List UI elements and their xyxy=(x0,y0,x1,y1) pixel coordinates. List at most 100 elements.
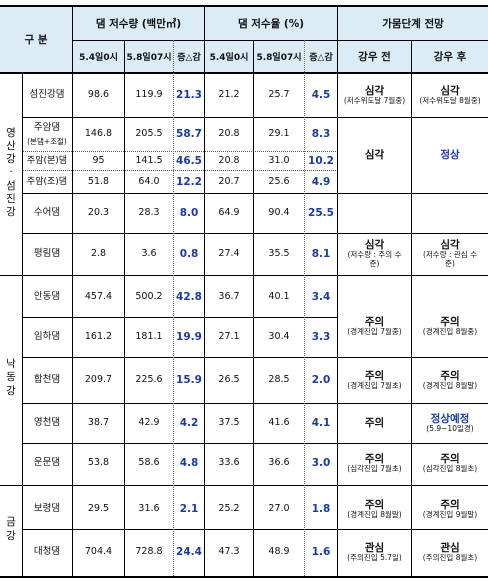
table-cell: 146.8 xyxy=(84,128,113,140)
col-divider xyxy=(337,5,338,576)
dam-name: 임하댐 xyxy=(33,331,61,343)
table-cell: 37.5 xyxy=(218,416,240,428)
outlook-note: (저수량 : 관심 수준) xyxy=(422,250,477,269)
table-cell: 1.6 xyxy=(311,545,331,558)
outlook-level: 주의 xyxy=(364,498,385,511)
dam-name: 보령댐 xyxy=(33,502,61,514)
outlook-level: 심각 xyxy=(440,84,460,97)
region-divider xyxy=(0,275,488,276)
table-cell: 3.3 xyxy=(311,331,331,344)
outlook-level: 관심 xyxy=(364,541,385,554)
outlook-note: (경계진입 7월초) xyxy=(347,380,402,390)
dam-name: 수어댐 xyxy=(33,207,61,219)
table-cell: 704.4 xyxy=(84,545,113,557)
table-cell: 209.7 xyxy=(84,373,113,385)
region-yeongsan-seomjin: 영 산 강 · 섬 진 강 xyxy=(6,127,16,218)
table-cell: 500.2 xyxy=(135,291,163,303)
outlook-hapcheon-before: 주의 (경계진입 7월초) xyxy=(338,357,411,403)
table-cell: 10.2 xyxy=(308,154,334,167)
table-cell: 25.5 xyxy=(308,207,334,220)
header-col-before-rain: 강우 전 xyxy=(338,41,411,72)
table-cell: 25.2 xyxy=(218,502,240,514)
col-divider xyxy=(253,40,254,576)
table-cell: 42.9 xyxy=(138,416,160,428)
table-cell: 2.8 xyxy=(90,248,107,260)
table-cell: 12.2 xyxy=(176,175,202,188)
header-storage-group: 댐 저수량 (백만㎥) xyxy=(73,6,204,40)
table-cell: 51.8 xyxy=(87,175,110,187)
table-cell: 27.4 xyxy=(218,248,240,260)
outlook-note: (심각진입 8월초) xyxy=(422,463,478,473)
header-col-may4: 5.4일0시 xyxy=(73,41,124,72)
table-cell: 47.3 xyxy=(218,545,240,557)
dam-name: 안동댐 xyxy=(33,291,61,303)
header-bottom-border xyxy=(0,72,488,74)
table-cell: 27.0 xyxy=(268,502,290,514)
header-col-rate-may8: 5.8일07시 xyxy=(254,41,304,72)
outlook-note: (주의진입 5.7일) xyxy=(347,552,402,562)
header-division: 구 분 xyxy=(0,6,72,72)
outlook-level: 심각 xyxy=(364,149,385,162)
table-cell: 205.5 xyxy=(135,128,163,140)
table-cell: 36.6 xyxy=(268,456,290,468)
outlook-yeongcheon-before: 주의 xyxy=(338,403,411,443)
outlook-pyeongnim-after: 심각 (저수량 : 관심 수준) xyxy=(412,234,488,274)
table-cell: 3.4 xyxy=(311,291,331,304)
row-divider xyxy=(22,529,488,530)
outlook-note: (경계진입 8월말) xyxy=(422,380,478,390)
outlook-level: 주의 xyxy=(440,316,460,329)
table-cell: 21.3 xyxy=(176,88,202,101)
table-cell: 31.0 xyxy=(268,154,290,166)
table-cell: 20.8 xyxy=(218,154,240,166)
outlook-note: (주의진입 8월초) xyxy=(422,552,478,562)
table-cell: 4.1 xyxy=(311,416,331,429)
table-cell: 25.6 xyxy=(268,175,290,187)
header-rate-group: 댐 저수율 (%) xyxy=(205,6,337,40)
row-divider xyxy=(22,357,488,358)
table-cell: 46.5 xyxy=(176,154,202,167)
table-cell: 4.8 xyxy=(179,456,199,469)
outlook-seomjin-before: 심각 (저수위도달 7월중) xyxy=(338,73,411,117)
header-divider xyxy=(73,40,488,41)
outlook-level: 주의 xyxy=(440,498,460,511)
outlook-hapcheon-after: 주의 (경계진입 8월말) xyxy=(412,357,488,403)
table-cell: 25.7 xyxy=(268,88,290,100)
outlook-andong-after: 주의 (경계진입 8월중) xyxy=(412,278,488,375)
col-divider xyxy=(173,40,174,576)
table-cell: 161.2 xyxy=(84,331,113,343)
table-cell: 41.6 xyxy=(268,416,290,428)
outlook-unmun-before: 주의 (심각진입 7월초) xyxy=(338,443,411,483)
outlook-yeongcheon-after: 정상예정 (5.9~10일경) xyxy=(412,403,488,443)
table-bottom-border xyxy=(0,576,488,578)
table-cell: 119.9 xyxy=(135,88,163,100)
table-cell: 90.4 xyxy=(268,207,290,219)
outlook-level: 심각 xyxy=(364,84,385,97)
table-cell: 58.6 xyxy=(138,456,160,468)
outlook-note: (경계진입 8월중) xyxy=(422,327,478,337)
header-col-rate-may4: 5.4일0시 xyxy=(205,41,253,72)
row-divider xyxy=(22,193,488,194)
table-cell: 141.5 xyxy=(135,154,163,166)
dam-name-sub: (본댐+조절) xyxy=(27,136,67,146)
region-nakdong: 낙 동 강 xyxy=(6,358,16,397)
table-cell: 27.1 xyxy=(218,331,240,343)
col-divider xyxy=(411,40,412,576)
dam-name: 주암(본)댐 xyxy=(26,155,68,166)
outlook-level: 주의 xyxy=(440,369,460,382)
table-cell: 26.5 xyxy=(218,373,240,385)
table-cell: 20.8 xyxy=(218,128,240,140)
table-cell: 0.8 xyxy=(179,248,199,261)
table-cell: 21.2 xyxy=(218,88,240,100)
table-cell: 8.3 xyxy=(311,128,331,141)
dam-name: 운문댐 xyxy=(33,456,61,468)
outlook-juam-after: 정상 xyxy=(412,118,488,193)
outlook-note: (5.9~10일경) xyxy=(426,423,474,433)
table-cell: 4.2 xyxy=(179,416,199,429)
outlook-level: 주의 xyxy=(440,452,460,465)
table-cell: 2.1 xyxy=(179,502,199,515)
table-cell: 728.8 xyxy=(135,545,163,557)
dam-name: 대청댐 xyxy=(33,545,61,557)
col-divider xyxy=(204,5,205,576)
region-divider xyxy=(0,485,488,486)
